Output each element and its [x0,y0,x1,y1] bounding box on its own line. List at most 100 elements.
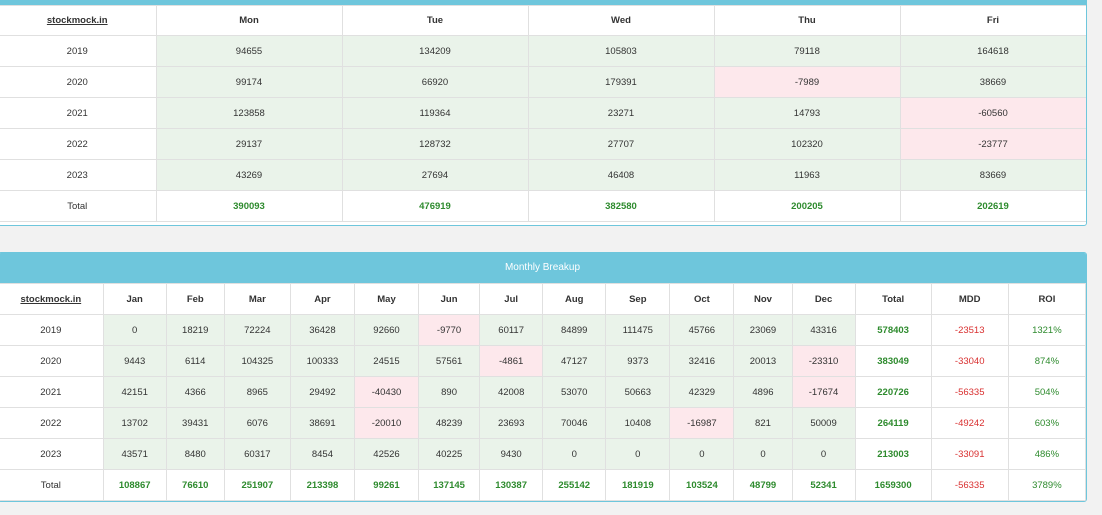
grand-total-cell: 1659300 [854,469,932,501]
value-cell: 27707 [527,128,715,160]
value-cell: 60317 [223,438,291,470]
col-header-aug: Aug [542,283,607,315]
value-cell: 45766 [669,314,735,346]
roi-cell: 486% [1007,438,1086,470]
mdd-cell: -23513 [930,314,1009,346]
weekday-pnl-table: stockmock.in Mon Tue Wed Thu Fri 2019 946… [0,5,1086,222]
col-header-dec: Dec [791,283,856,315]
mdd-total-cell: -56335 [930,469,1009,501]
value-cell: 0 [102,314,167,346]
value-cell: 38691 [289,407,355,439]
total-cell: 202619 [899,190,1086,222]
brand-link[interactable]: stockmock.in [0,283,104,315]
value-cell: 43571 [102,438,167,470]
table-row: 2021 42151 4366 8965 29492 -40430 890 42008 5307… [0,376,1086,408]
mdd-cell: -33091 [930,438,1009,470]
value-cell: 104325 [223,345,291,377]
value-cell: 4896 [733,376,793,408]
value-cell: 42151 [102,376,167,408]
value-cell: 50009 [791,407,856,439]
roi-cell: 504% [1007,376,1086,408]
value-cell: 47127 [542,345,607,377]
total-cell: 108867 [102,469,167,501]
value-cell: 9443 [102,345,167,377]
value-cell: 0 [542,438,607,470]
value-cell: 0 [733,438,793,470]
roi-cell: 603% [1007,407,1086,439]
total-cell: 476919 [341,190,529,222]
value-cell: 8454 [289,438,355,470]
col-header-thu: Thu [713,5,901,36]
value-cell: 42329 [669,376,735,408]
total-cell: 255142 [542,469,607,501]
table-header-row: stockmock.in Mon Tue Wed Thu Fri [0,5,1086,36]
value-cell: 42526 [353,438,420,470]
value-cell: 36428 [289,314,355,346]
total-cell: 251907 [223,469,291,501]
value-cell: -20010 [353,407,420,439]
col-header-mon: Mon [155,5,343,36]
total-cell: 48799 [733,469,793,501]
value-cell: -60560 [899,97,1086,129]
total-cell: 213398 [289,469,355,501]
value-cell: 50663 [605,376,671,408]
roi-cell: 874% [1007,345,1086,377]
row-total-cell: 220726 [854,376,932,408]
col-header-nov: Nov [733,283,793,315]
value-cell: 23069 [733,314,793,346]
row-label: 2019 [0,314,104,346]
value-cell: 94655 [155,35,343,67]
value-cell: 6114 [165,345,225,377]
value-cell: -7989 [713,66,901,98]
value-cell: -16987 [669,407,735,439]
value-cell: 53070 [542,376,607,408]
mdd-cell: -49242 [930,407,1009,439]
total-row: Total 390093 476919 382580 200205 202619 [0,190,1086,222]
value-cell: -17674 [791,376,856,408]
value-cell: 46408 [527,159,715,191]
roi-total-cell: 3789% [1007,469,1086,501]
mdd-cell: -56335 [930,376,1009,408]
col-header-tue: Tue [341,5,529,36]
mdd-cell: -33040 [930,345,1009,377]
col-header-roi: ROI [1007,283,1086,315]
value-cell: 111475 [605,314,671,346]
row-label: 2019 [0,35,157,67]
total-cell: 52341 [791,469,856,501]
row-label: 2021 [0,97,157,129]
col-header-jan: Jan [102,283,167,315]
value-cell: 83669 [899,159,1086,191]
value-cell: 123858 [155,97,343,129]
row-label: 2020 [0,66,157,98]
value-cell: 105803 [527,35,715,67]
value-cell: 99174 [155,66,343,98]
value-cell: -40430 [353,376,420,408]
weekday-pnl-card: stockmock.in Mon Tue Wed Thu Fri 2019 946… [0,0,1087,226]
brand-link[interactable]: stockmock.in [0,5,157,36]
brand-link-text[interactable]: stockmock.in [20,293,82,305]
value-cell: 0 [791,438,856,470]
value-cell: 40225 [418,438,481,470]
table-header-row: stockmock.in Jan Feb Mar Apr May Jun Jul… [0,283,1086,315]
brand-link-text[interactable]: stockmock.in [46,15,108,26]
value-cell: 84899 [542,314,607,346]
value-cell: 42008 [479,376,544,408]
row-label: 2023 [0,159,157,191]
monthly-breakup-title: Monthly Breakup [0,253,1086,283]
value-cell: 39431 [165,407,225,439]
col-header-jul: Jul [479,283,544,315]
row-label: Total [0,190,157,222]
row-label: 2022 [0,128,157,160]
value-cell: 29137 [155,128,343,160]
col-header-feb: Feb [165,283,225,315]
value-cell: 100333 [289,345,355,377]
value-cell: 66920 [341,66,529,98]
table-row: 2022 29137 128732 27707 102320 -23777 [0,128,1086,160]
value-cell: 8480 [165,438,225,470]
value-cell: 23693 [479,407,544,439]
col-header-oct: Oct [669,283,735,315]
value-cell: 29492 [289,376,355,408]
value-cell: 179391 [527,66,715,98]
row-total-cell: 578403 [854,314,932,346]
table-row: 2021 123858 119364 23271 14793 -60560 [0,97,1086,129]
